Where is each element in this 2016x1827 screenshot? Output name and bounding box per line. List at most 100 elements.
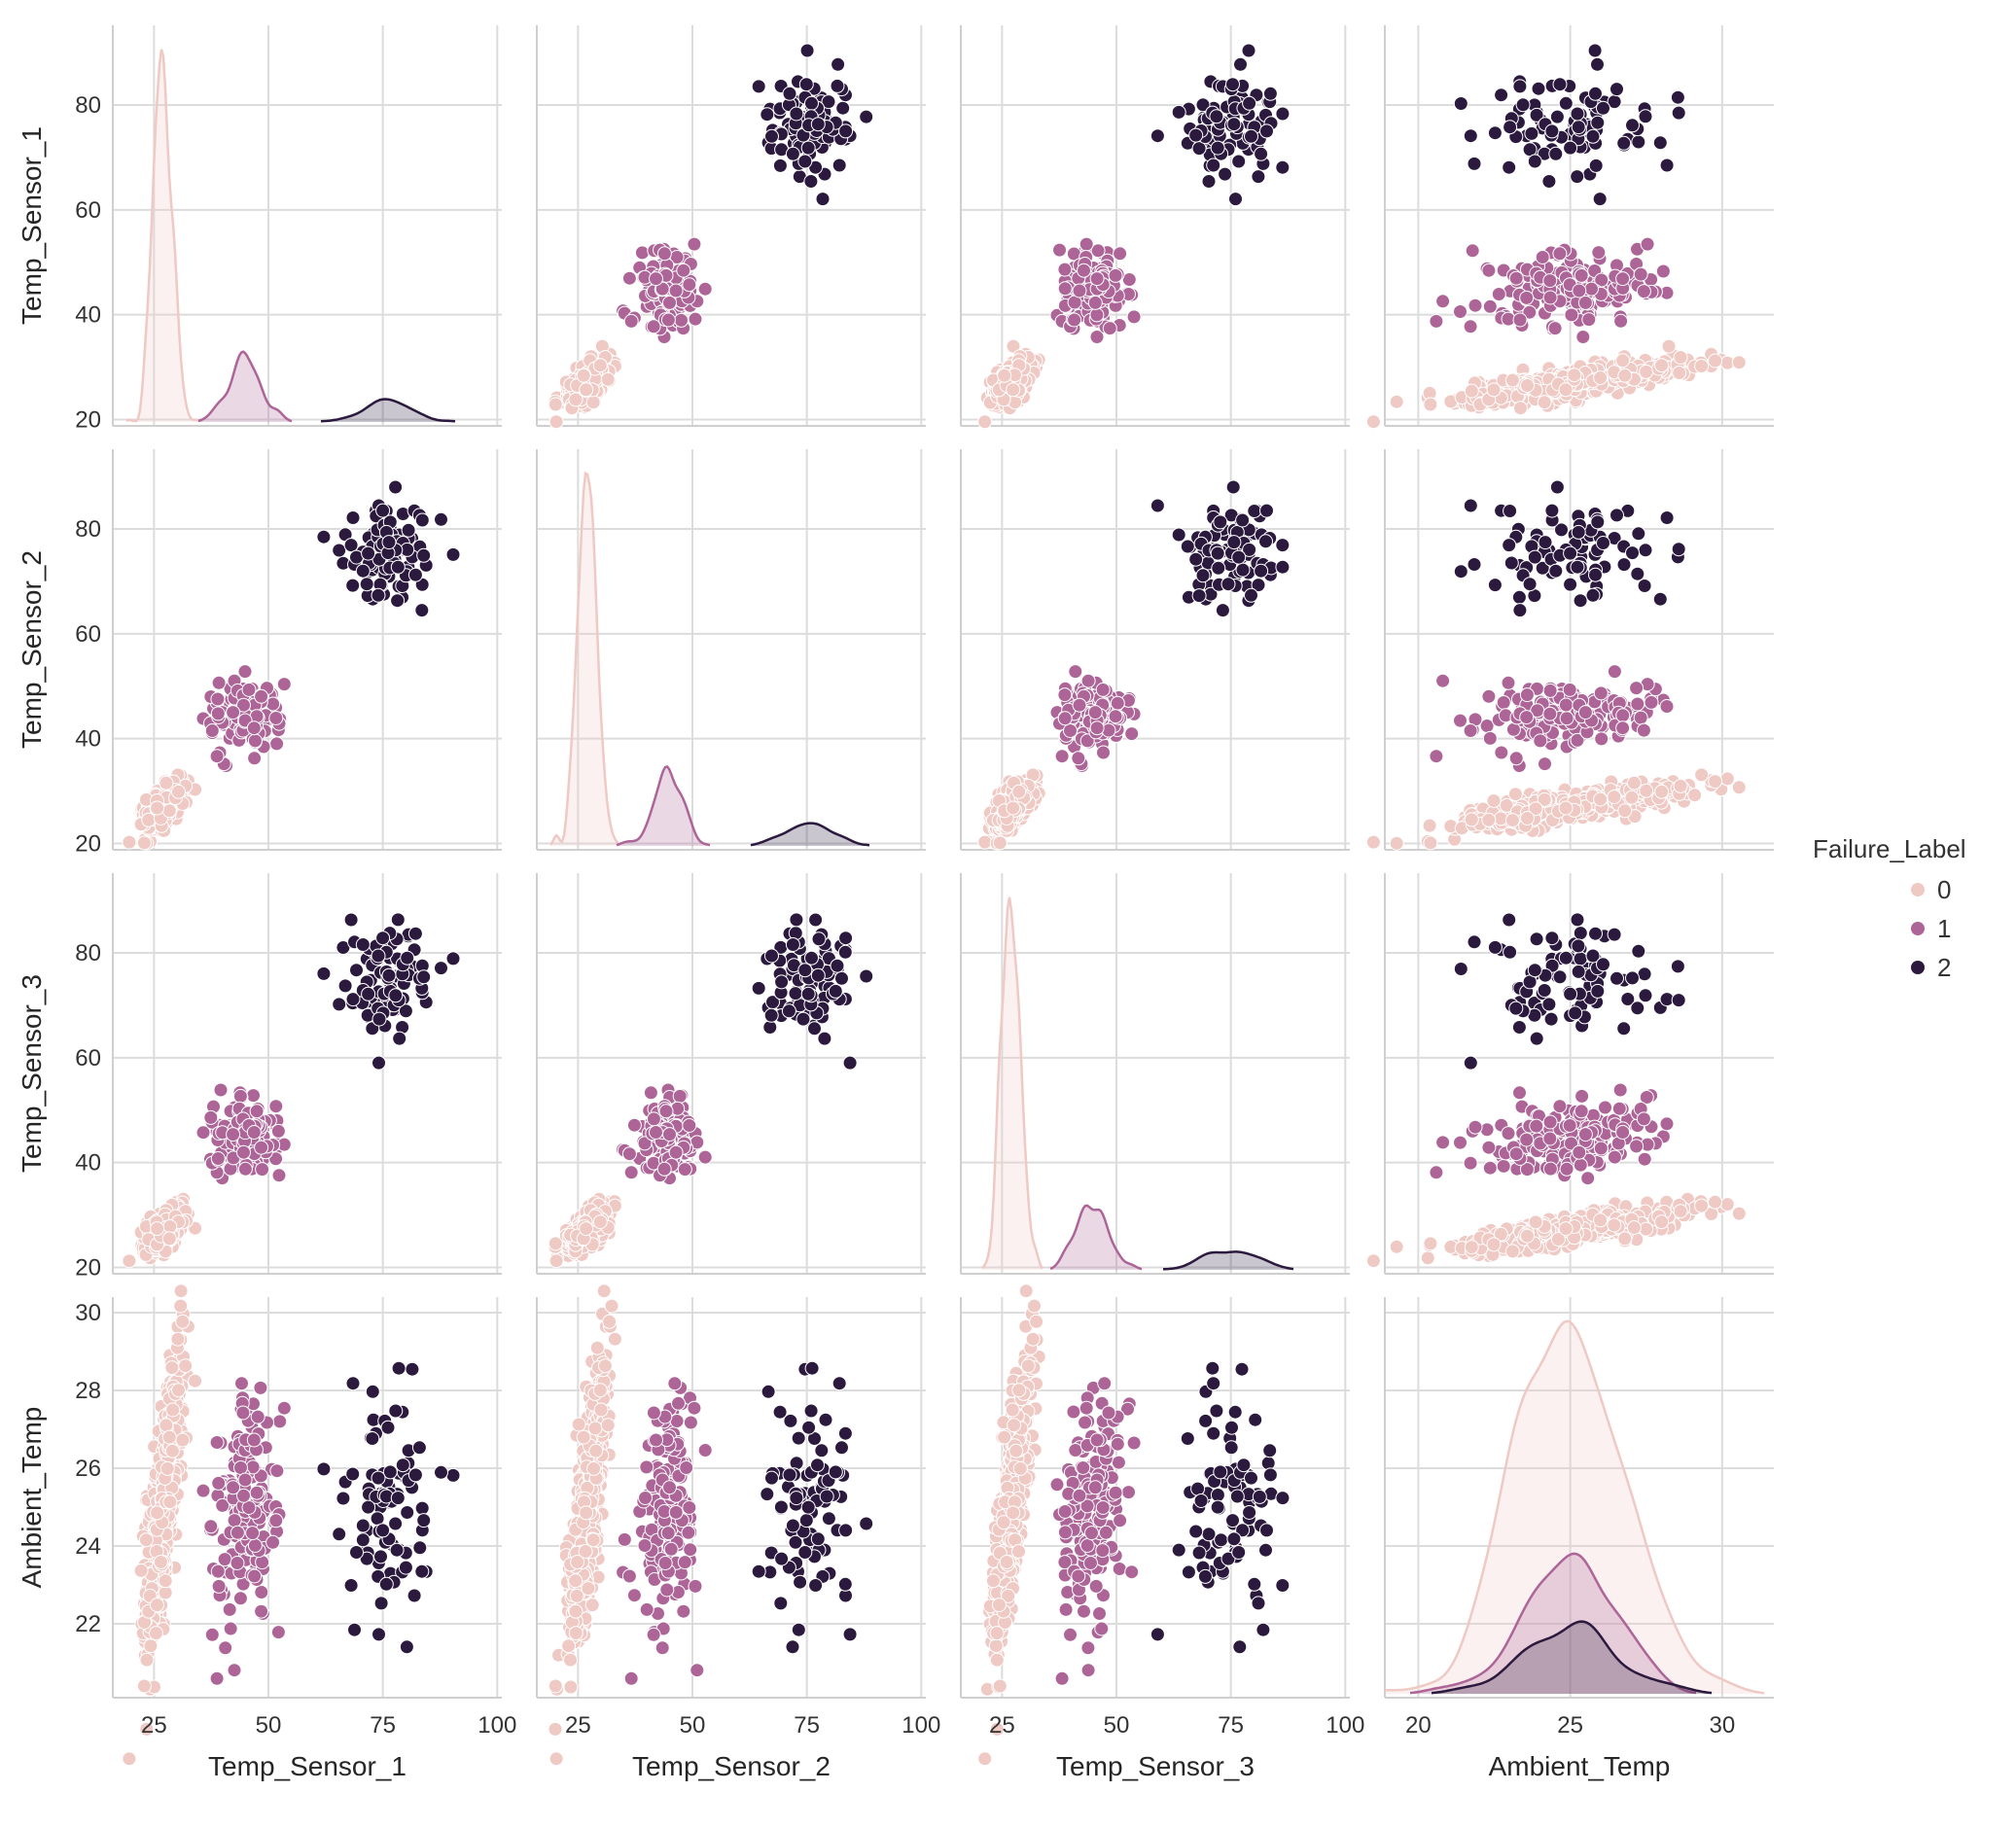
point-label-0 <box>1661 338 1677 354</box>
point-label-2 <box>1563 140 1578 156</box>
point-label-2 <box>1638 109 1653 124</box>
point-label-1 <box>268 711 284 725</box>
panel-Temp_Sensor_2-vs-Temp_Sensor_2 <box>536 449 926 851</box>
point-label-1 <box>1465 243 1480 259</box>
point-label-2 <box>1503 120 1518 135</box>
point-label-1 <box>1057 711 1073 726</box>
point-label-1 <box>660 312 676 328</box>
point-label-0 <box>1423 397 1438 412</box>
point-label-0 <box>1639 364 1654 379</box>
point-label-2 <box>1228 192 1243 207</box>
point-label-2 <box>345 510 361 525</box>
point-label-1 <box>247 751 263 766</box>
y-tick-label: 20 <box>75 407 101 434</box>
point-label-2 <box>1571 120 1586 135</box>
point-label-2 <box>1524 125 1539 141</box>
point-label-2 <box>1171 527 1186 543</box>
point-label-2 <box>1652 135 1668 151</box>
kde-fill-label-2 <box>321 399 455 422</box>
point-label-1 <box>688 311 703 327</box>
panel-Temp_Sensor_1-vs-Temp_Sensor_2 <box>536 25 926 430</box>
point-label-0 <box>1567 368 1582 383</box>
point-label-2 <box>1463 128 1478 144</box>
point-label-1 <box>676 263 691 278</box>
y-tick-label: 60 <box>75 621 101 648</box>
point-label-0 <box>1617 368 1633 383</box>
point-label-2 <box>1512 79 1528 94</box>
point-label-1 <box>649 271 663 287</box>
point-label-1 <box>1113 246 1128 262</box>
point-label-1 <box>204 723 220 738</box>
point-label-1 <box>1108 267 1123 283</box>
point-label-1 <box>1079 236 1094 252</box>
point-label-2 <box>1259 123 1274 139</box>
point-label-2 <box>1251 169 1266 185</box>
point-label-2 <box>1215 603 1230 618</box>
point-label-2 <box>751 79 766 94</box>
point-label-0 <box>997 368 1012 383</box>
point-label-2 <box>1209 109 1224 124</box>
panel-Temp_Sensor_1-vs-Temp_Sensor_3 <box>960 25 1350 430</box>
point-label-1 <box>1052 242 1067 258</box>
point-label-1 <box>1640 236 1655 252</box>
point-label-1 <box>1512 312 1528 328</box>
point-label-1 <box>646 319 661 334</box>
point-label-2 <box>1671 105 1686 121</box>
point-label-1 <box>1453 304 1468 319</box>
point-label-2 <box>332 543 347 558</box>
kde-fill-label-0 <box>126 49 198 423</box>
point-label-0 <box>576 368 591 383</box>
point-label-2 <box>1609 82 1624 97</box>
point-label-0 <box>992 835 1008 851</box>
panel-Temp_Sensor_1-vs-Ambient_Temp <box>1365 25 1774 430</box>
point-label-2 <box>1494 88 1509 103</box>
point-label-1 <box>1089 271 1105 287</box>
point-label-1 <box>247 733 263 749</box>
point-label-1 <box>623 313 639 329</box>
point-label-2 <box>371 587 386 603</box>
point-label-1 <box>1102 321 1117 336</box>
point-label-1 <box>1552 246 1568 262</box>
point-label-0 <box>1694 359 1710 373</box>
point-label-1 <box>210 706 226 721</box>
point-label-0 <box>1006 382 1021 398</box>
point-label-1 <box>1636 284 1651 299</box>
y-axis-label: Temp_Sensor_1 <box>17 126 47 325</box>
kde-line-label-2 <box>320 398 456 423</box>
point-label-0 <box>1708 774 1723 790</box>
point-label-2 <box>1233 56 1248 72</box>
point-label-2 <box>1244 128 1258 144</box>
point-label-1 <box>1655 264 1671 279</box>
point-label-0 <box>1422 818 1437 833</box>
point-label-0 <box>1389 835 1404 851</box>
point-label-1 <box>1087 295 1103 310</box>
point-label-2 <box>1616 135 1632 151</box>
point-label-1 <box>211 675 227 690</box>
point-label-0 <box>1006 800 1021 816</box>
point-label-2 <box>838 123 854 139</box>
point-label-1 <box>1463 319 1478 334</box>
point-label-1 <box>1089 307 1105 323</box>
point-label-1 <box>1481 263 1497 278</box>
point-label-2 <box>1242 95 1257 111</box>
point-label-1 <box>1108 709 1123 724</box>
point-label-1 <box>241 682 257 697</box>
point-label-2 <box>1558 95 1574 111</box>
point-label-2 <box>1211 560 1226 576</box>
point-label-2 <box>414 512 430 528</box>
point-label-2 <box>1206 158 1221 173</box>
point-label-0 <box>548 397 563 412</box>
point-label-2 <box>1231 154 1247 169</box>
point-label-2 <box>1531 81 1546 96</box>
point-label-2 <box>859 109 874 124</box>
point-label-2 <box>355 563 371 579</box>
point-label-1 <box>1067 312 1082 328</box>
point-label-1 <box>1491 287 1506 301</box>
point-label-1 <box>1633 266 1648 282</box>
point-label-0 <box>1365 834 1381 850</box>
point-label-1 <box>1096 745 1111 760</box>
point-label-1 <box>1089 720 1105 736</box>
kde-line-label-0 <box>125 49 199 423</box>
